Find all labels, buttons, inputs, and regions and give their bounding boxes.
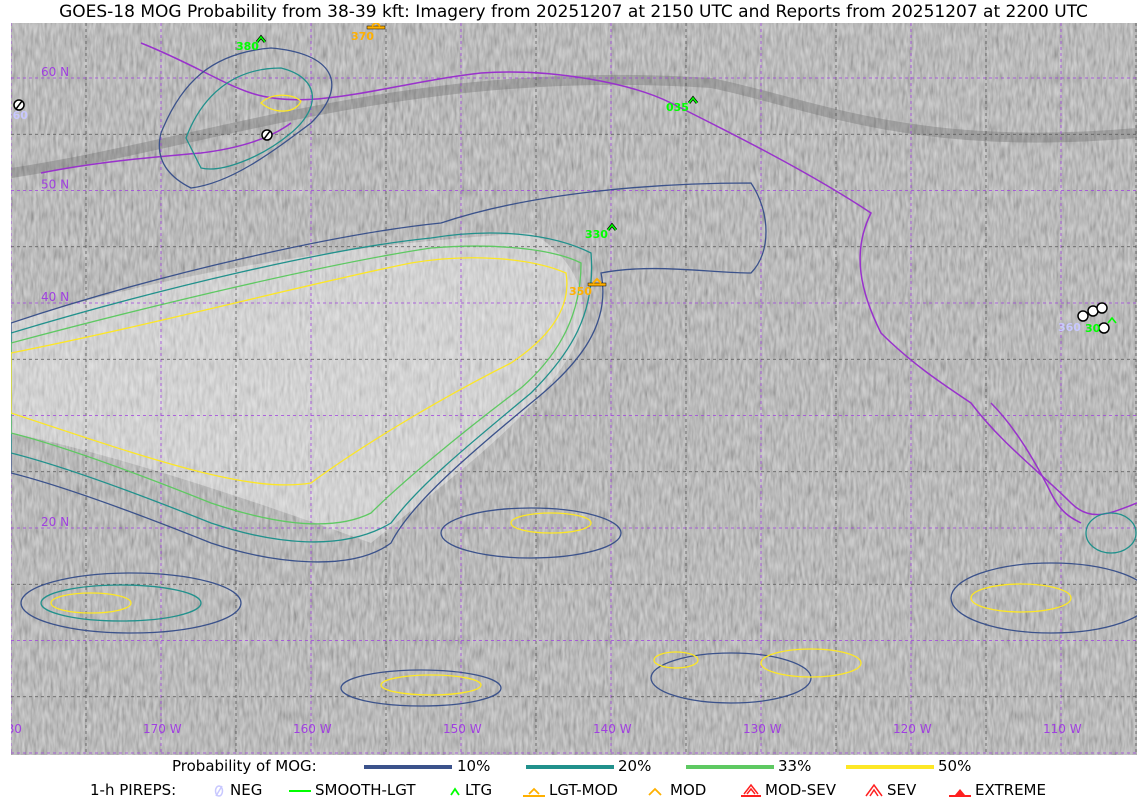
- mog-50-label: 50%: [938, 757, 972, 775]
- tropical-clusters: [20, 507, 1137, 707]
- mog-50-swatch: [846, 765, 934, 769]
- mog-contours: [11, 47, 1137, 707]
- pirep-lgt-mod: 370: [351, 23, 386, 43]
- pirep-lgt-mod: 350: [569, 277, 607, 298]
- longitude-label: 150 W: [443, 722, 482, 736]
- pirep-ltg: 035: [666, 95, 699, 114]
- pirep-ltg: 30: [1085, 316, 1117, 335]
- caret-icon: [648, 787, 662, 796]
- cloud-band: [11, 233, 584, 543]
- jet-band: [11, 74, 1137, 178]
- contour-20-north: [185, 67, 314, 170]
- pirep-altitude-label: 330: [585, 228, 608, 241]
- pirep-neg: [261, 129, 273, 141]
- longitude-label: 140 W: [593, 722, 632, 736]
- mog-legend-title: Probability of MOG:: [172, 757, 317, 775]
- longitude-label: 130 W: [743, 722, 782, 736]
- contour-10-north: [158, 47, 333, 189]
- contour-20: [11, 232, 593, 543]
- pirep-ltg: 330: [585, 222, 618, 241]
- neg-label: NEG: [230, 781, 263, 799]
- latitude-label: 20 N: [41, 515, 69, 529]
- smooth-lgt-label: SMOOTH-LGT: [315, 781, 416, 799]
- pirep-legend-title: 1-h PIREPS:: [90, 781, 177, 799]
- satellite-map: 60 N 50 N 40 N 20 N 180 170 W 160 W 150 W 140 W 1…: [11, 23, 1137, 755]
- ltg-label: LTG: [465, 781, 493, 799]
- mog-10-label: 10%: [457, 757, 491, 775]
- caret-icon: [450, 787, 460, 796]
- mog-20-label: 20%: [618, 757, 652, 775]
- longitude-label: 120 W: [893, 722, 932, 736]
- pirep-altitude-label: 350: [569, 285, 592, 298]
- contour-50: [11, 257, 568, 486]
- mog-33-label: 33%: [778, 757, 812, 775]
- smooth-light-dash-icon: [289, 790, 311, 792]
- contour-10: [11, 182, 767, 563]
- pirep-neg-cluster: 360: [1058, 302, 1108, 334]
- contour-33: [11, 245, 582, 525]
- pirep-altitude-label: 360: [1058, 321, 1081, 334]
- mog-33-swatch: [686, 765, 774, 769]
- pirep-altitude-label: 30: [1085, 322, 1101, 335]
- latitude-label: 40 N: [41, 290, 69, 304]
- neg-circle-slash-icon: [214, 785, 224, 797]
- double-caret-bar-icon: [741, 783, 761, 797]
- pirep-altitude-label: 370: [351, 30, 374, 43]
- longitude-label: 110 W: [1043, 722, 1082, 736]
- mod-label: MOD: [670, 781, 707, 799]
- sev-label: SEV: [887, 781, 917, 799]
- filled-triangle-icon: [949, 789, 971, 797]
- pirep-neg: 360: [11, 99, 28, 122]
- pirep-markers: 380 370 035 330 350 360 360 30: [11, 23, 1117, 335]
- lgt-mod-label: LGT-MOD: [549, 781, 618, 799]
- latitude-label: 60 N: [41, 65, 69, 79]
- caret-bar-icon: [523, 787, 545, 797]
- longitude-label: 160 W: [293, 722, 332, 736]
- extreme-label: EXTREME: [975, 781, 1046, 799]
- mog-10-swatch: [364, 765, 452, 769]
- pirep-ltg: 380: [236, 34, 267, 53]
- double-caret-icon: [865, 783, 883, 797]
- longitude-label: 170 W: [143, 722, 182, 736]
- latitude-label: 50 N: [41, 178, 69, 192]
- map-title: GOES-18 MOG Probability from 38-39 kft: …: [59, 2, 1088, 22]
- pirep-altitude-label: 035: [666, 101, 689, 114]
- contour-50-north: [260, 94, 302, 112]
- mod-sev-label: MOD-SEV: [765, 781, 836, 799]
- pirep-altitude-label: 360: [11, 109, 28, 122]
- pirep-altitude-label: 380: [236, 40, 259, 53]
- mog-20-swatch: [526, 765, 614, 769]
- longitude-label: 180: [11, 722, 22, 736]
